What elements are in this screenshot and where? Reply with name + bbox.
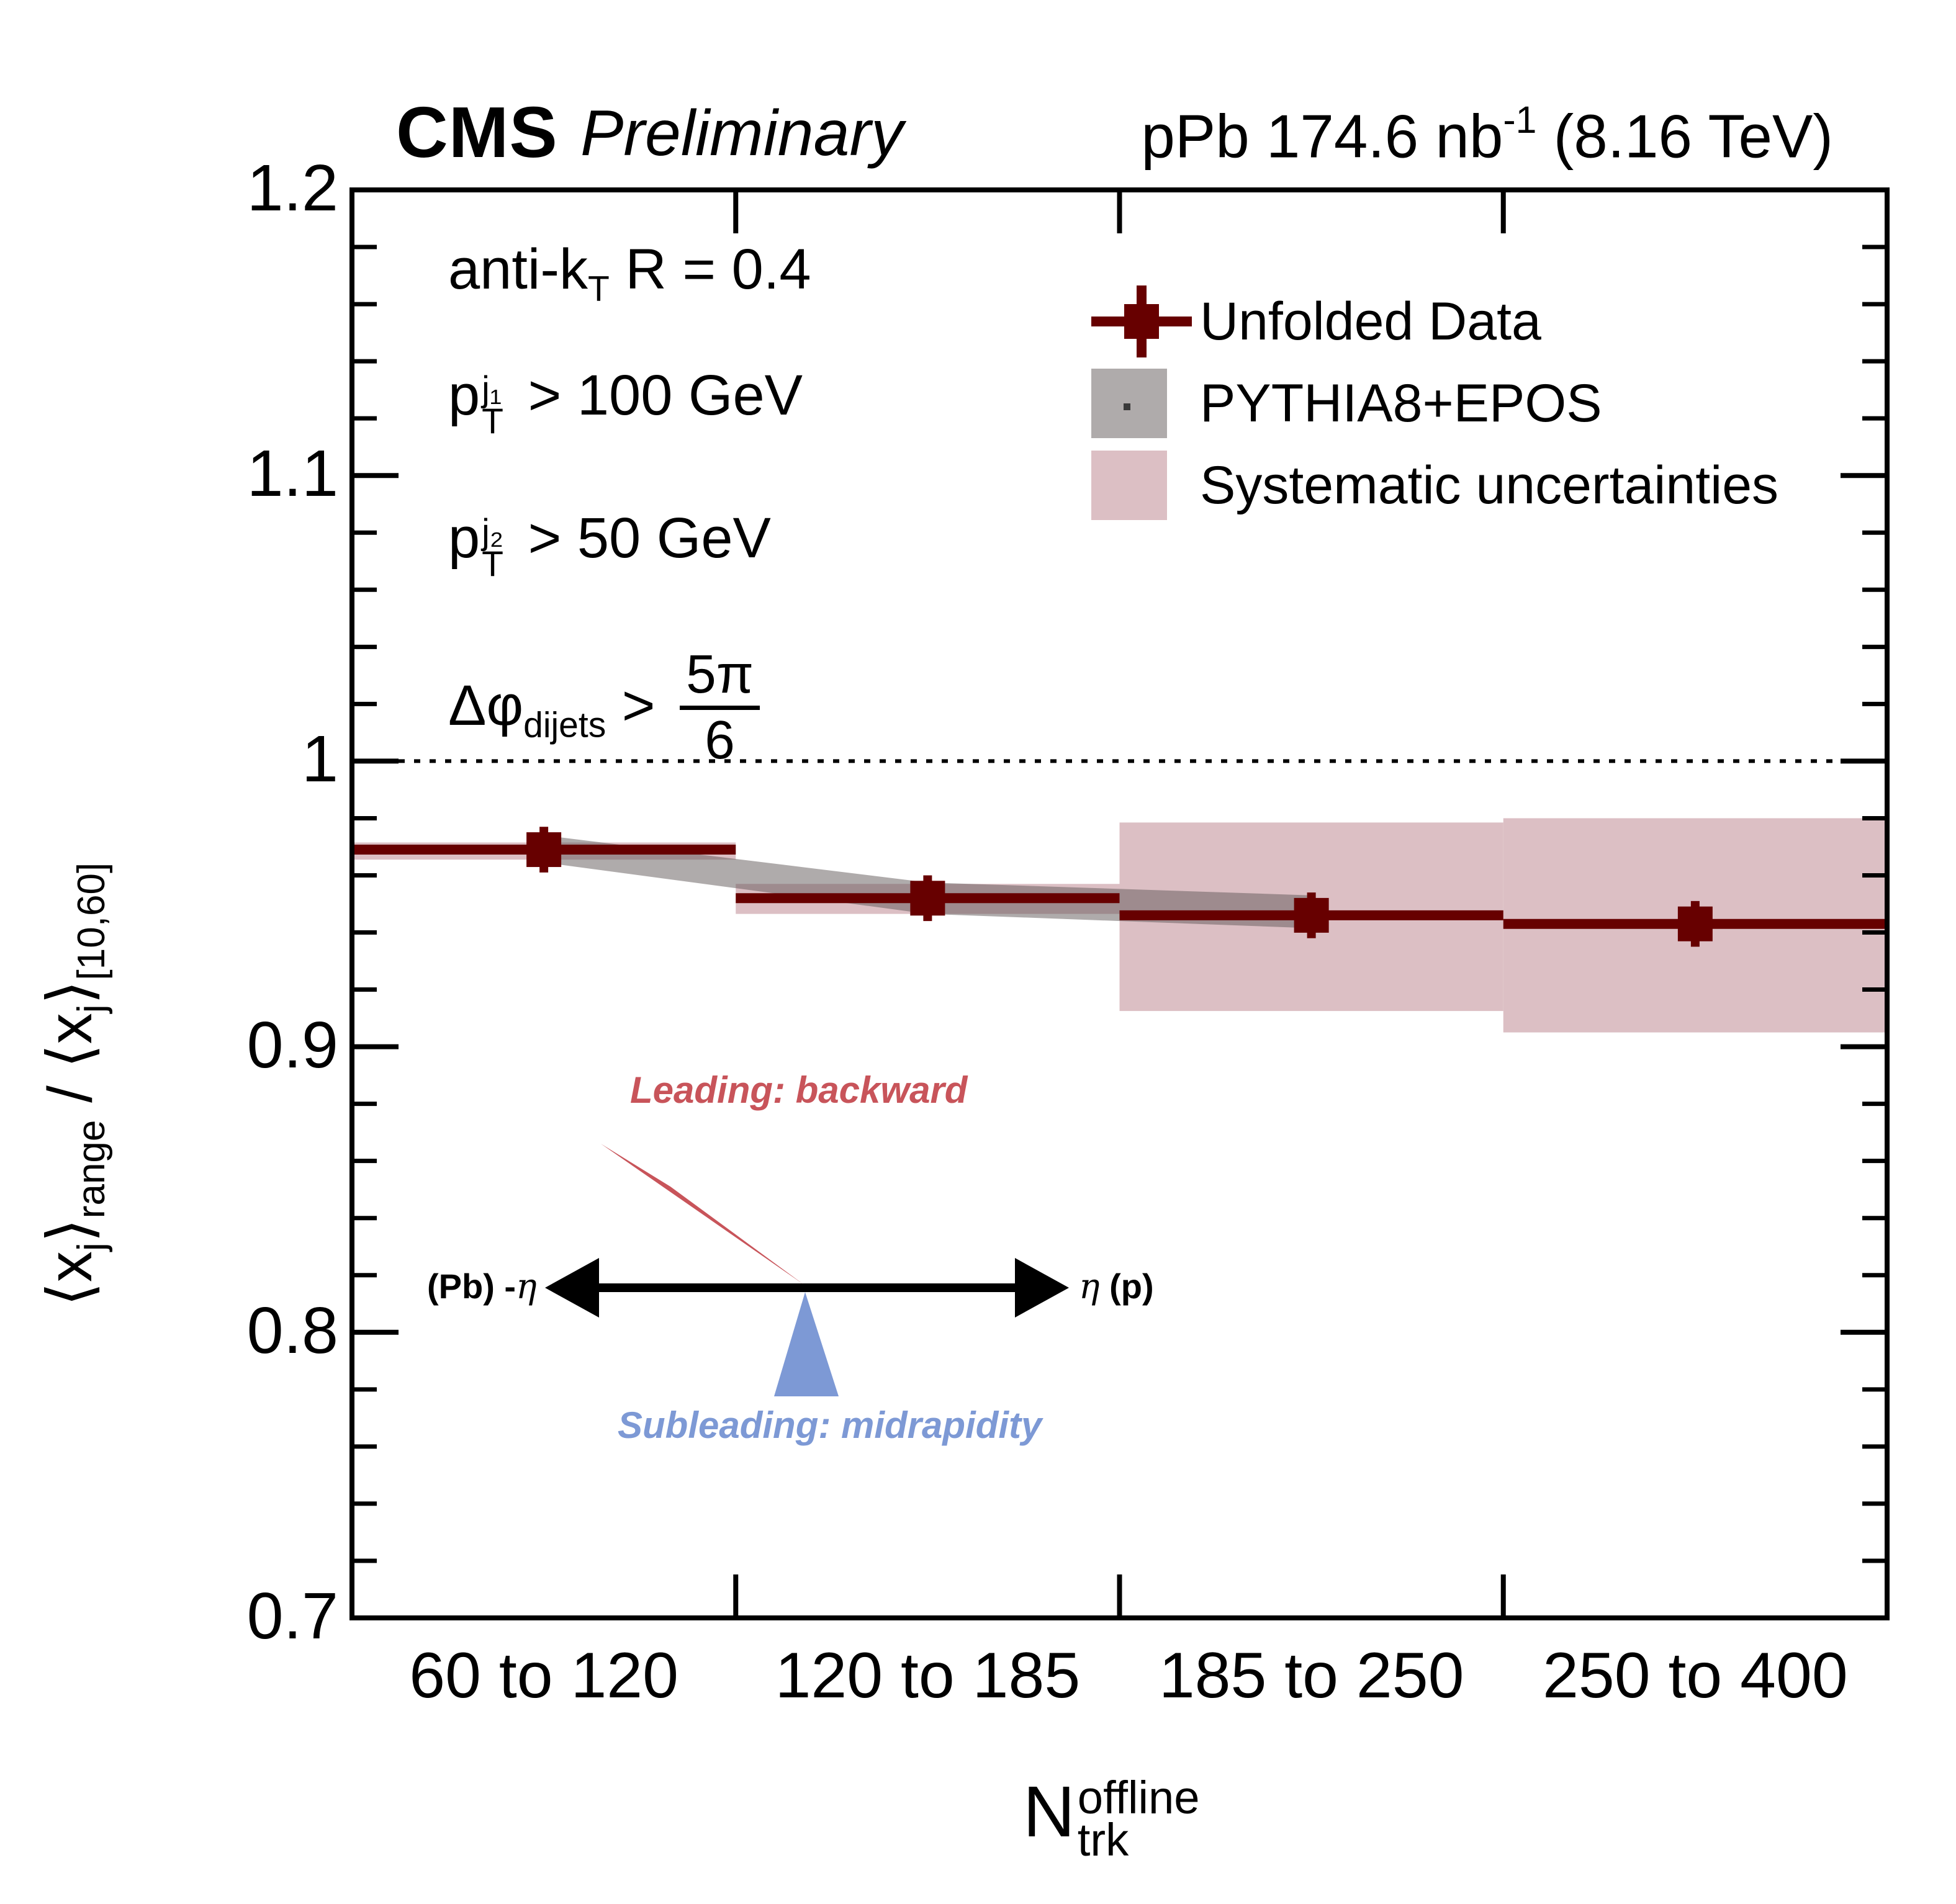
pythia-band [544,835,1312,928]
subleading-jet-label: Subleading: midrapidity [618,1404,1042,1446]
eta-symbol: η [1079,1267,1100,1307]
x-title-base: N [1023,1771,1075,1852]
x-category-label: 120 to 185 [775,1640,1081,1712]
ann-sup: j₂ [482,512,503,552]
systematic-band-swatch-icon [1085,451,1200,520]
legend-item-unfolded-data: Unfolded Data [1085,281,1778,362]
ann-text: p [448,364,480,427]
ann-text: > 100 GeV [512,364,803,427]
y-title-sub: range [70,1120,113,1219]
y-tick-label: 0.7 [246,1579,338,1653]
data-point-marker [1677,906,1713,941]
annotation-dphi-cut: Δφdijets > 5π 6 [448,646,760,771]
ann-text: > 50 GeV [512,506,771,570]
p-label: (p) [1099,1267,1154,1306]
y-title-sub: j [70,1242,113,1251]
x-title-sup: offline [1077,1771,1200,1823]
lumi-prefix: pPb 174.6 nb [1141,102,1503,171]
lumi-exponent: -1 [1503,99,1537,141]
preliminary-label: Preliminary [580,97,904,169]
pb-label: (Pb) - [427,1267,516,1306]
lumi-energy: (8.16 TeV) [1536,102,1833,171]
x-category-label: 185 to 250 [1158,1640,1464,1712]
ann-stack: j₂ T [482,512,504,584]
x-title-sub: trk [1077,1814,1129,1866]
x-category-label: 60 to 120 [409,1640,678,1712]
legend-item-systematic: Systematic uncertainties [1085,444,1778,526]
annotation-jet-algorithm: anti-kT R = 0.4 [448,237,811,309]
eta-p-label: η (p) [1079,1266,1154,1307]
ann-text: p [448,506,480,570]
y-title-part: ⟩ [35,980,105,1005]
ann-fraction: 5π 6 [680,646,760,771]
legend-label: PYTHIA8+EPOS [1200,373,1602,433]
ann-stack: j₁ T [482,369,504,441]
ann-sub: T [587,269,610,309]
leading-jet-cone-icon [601,1144,804,1285]
y-tick-label: 0.8 [246,1293,338,1367]
legend: Unfolded Data PYTHIA8+EPOS Systematic un… [1085,281,1778,526]
x-category-label: 250 to 400 [1543,1640,1848,1712]
pythia-band-swatch-icon [1085,369,1200,438]
y-tick-label: 1.1 [246,437,338,511]
unfolded-data-marker-icon [1085,281,1200,362]
y-title-sub: [10,60] [70,862,113,981]
fraction-denominator: 6 [705,709,735,771]
legend-item-pythia-epos: PYTHIA8+EPOS [1085,362,1778,444]
y-title-part: ⟩ [35,1218,105,1243]
y-tick-label: 1.2 [246,151,338,225]
eta-symbol: η [516,1267,537,1307]
ann-sub: T [482,544,504,584]
eta-axis-left-arrowhead-icon [545,1258,599,1318]
ann-sub: dijets [523,705,606,745]
data-point-marker [526,832,562,868]
annotation-leading-jet-pt: p j₁ T > 100 GeV [448,363,803,441]
legend-label: Unfolded Data [1200,291,1541,351]
ann-text: anti-k [448,238,588,301]
ann-sup: j₁ [482,369,502,410]
leading-jet-label: Leading: backward [630,1069,968,1111]
pb-eta-label: (Pb) -η [427,1266,537,1307]
eta-axis-right-arrowhead-icon [1015,1258,1069,1318]
ann-text: Δφ [448,673,524,737]
ann-text: > [606,673,672,737]
legend-label: Systematic uncertainties [1200,455,1779,515]
subleading-jet-cone-icon [774,1292,839,1396]
x-title-stack: offline trk [1077,1771,1200,1866]
data-point-marker [1294,897,1329,933]
y-tick-label: 0.9 [246,1008,338,1082]
ann-text: R = 0.4 [609,238,811,301]
y-tick-label: 1 [302,722,338,796]
fraction-numerator: 5π [680,646,760,711]
y-axis-title: ⟨xj⟩range / ⟨xj⟩[10,60] [35,862,113,1306]
luminosity-label: pPb 174.6 nb-1 (8.16 TeV) [1141,98,1833,171]
data-point-marker [910,881,945,916]
experiment-label: CMS [396,92,558,173]
ann-sub: T [482,401,504,441]
annotation-subleading-jet-pt: p j₂ T > 50 GeV [448,506,771,584]
